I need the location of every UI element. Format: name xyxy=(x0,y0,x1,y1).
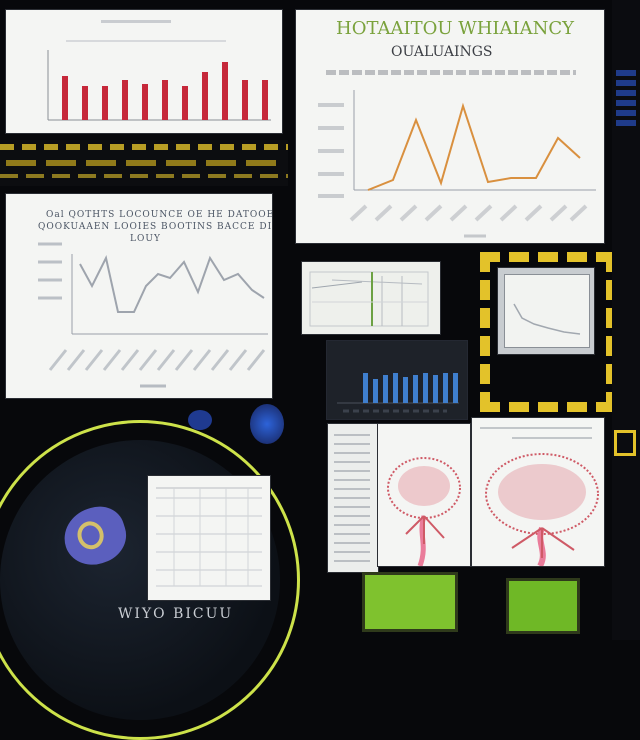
bar xyxy=(363,373,368,403)
right-edge-strip xyxy=(612,0,640,640)
x-tick-label xyxy=(549,204,568,222)
bottom-caption: WIYO BICUU xyxy=(118,606,234,622)
bar xyxy=(122,80,128,120)
table-grid xyxy=(156,487,262,587)
x-tick-label xyxy=(210,349,230,371)
coral-tree-illustration-large xyxy=(480,427,599,566)
bar xyxy=(262,80,268,120)
bar xyxy=(373,379,378,403)
x-tick-label xyxy=(138,349,158,371)
x-tick-label xyxy=(349,204,368,222)
x-tick-label xyxy=(156,349,176,371)
x-tick-label xyxy=(246,349,266,371)
y-tick-labels xyxy=(38,242,62,300)
x-tick-label xyxy=(192,349,212,371)
bar-group xyxy=(62,62,268,120)
x-tick-label xyxy=(66,349,86,371)
orange-series-line xyxy=(367,102,581,191)
coral-tree-illustration xyxy=(387,457,461,566)
yellow-framed-module xyxy=(480,252,616,412)
mini-line-chart xyxy=(513,303,581,335)
chart-title-line-1: Oal QOTHTS LOCOUNCE OE HE DATOOE xyxy=(46,210,272,220)
bar xyxy=(423,373,428,403)
chart-title-line-3: LOUY xyxy=(130,234,161,244)
gray-line-chart xyxy=(38,242,268,388)
bar-group xyxy=(363,373,458,403)
document-card xyxy=(328,424,378,572)
card-header-line xyxy=(101,20,171,23)
bar xyxy=(222,62,228,120)
bar xyxy=(62,76,68,120)
bar xyxy=(453,373,458,403)
chart-title-line-2: QOOKUAAEN LOOIES BOOTINS BACCE DI xyxy=(38,222,272,232)
green-block-left xyxy=(362,572,458,632)
bar xyxy=(142,84,148,120)
chart-title: HOTAAITOU WHIAIANCY xyxy=(336,18,575,39)
x-tick-label xyxy=(524,204,543,222)
bar xyxy=(242,80,248,120)
small-chart-card xyxy=(302,262,440,334)
blue-orb-decoration xyxy=(250,404,284,444)
x-tick-label xyxy=(474,204,493,222)
bar xyxy=(413,375,418,403)
x-tick-label xyxy=(569,204,588,222)
chart-subtitle: OUALUAINGS xyxy=(391,44,493,60)
x-tick-label xyxy=(399,204,418,222)
x-tick-label xyxy=(120,349,140,371)
bar xyxy=(433,375,438,403)
x-tick-label xyxy=(84,349,104,371)
orange-line-chart-card: HOTAAITOU WHIAIANCY OUALUAINGS xyxy=(296,10,604,243)
small-chart xyxy=(309,271,429,327)
orange-line-chart xyxy=(318,90,596,238)
bar xyxy=(162,80,168,120)
coral-tree-card-right xyxy=(472,418,604,566)
yellow-tag-band xyxy=(0,140,288,186)
x-tick-label xyxy=(174,349,194,371)
x-tick-label xyxy=(499,204,518,222)
coral-tree-card-left xyxy=(378,424,470,566)
x-tick-label xyxy=(228,349,248,371)
x-tick-label xyxy=(48,349,68,371)
gray-series-line xyxy=(79,255,265,313)
bar xyxy=(182,86,188,120)
blue-bar-chart-panel xyxy=(326,340,468,420)
chart-subtitle-line xyxy=(326,70,576,75)
blue-orb-decoration-2 xyxy=(188,410,212,430)
x-tick-label xyxy=(102,349,122,371)
blue-bar-chart xyxy=(337,373,459,413)
gray-line-chart-card: Oal QOTHTS LOCOUNCE OE HE DATOOE QOOKUAA… xyxy=(6,194,272,398)
x-tick-label xyxy=(424,204,443,222)
x-tick-label xyxy=(449,204,468,222)
bar xyxy=(82,86,88,120)
bar xyxy=(202,72,208,120)
x-tick-labels xyxy=(48,349,266,371)
bar xyxy=(393,373,398,403)
bar xyxy=(383,375,388,403)
framed-mini-chart xyxy=(498,268,594,354)
table-card xyxy=(148,476,270,600)
green-block-right xyxy=(506,578,580,634)
bar xyxy=(443,373,448,403)
red-bar-chart xyxy=(47,50,271,121)
bar xyxy=(102,86,108,120)
y-tick-labels xyxy=(318,103,344,198)
red-bar-chart-card xyxy=(6,10,282,133)
bar xyxy=(403,377,408,403)
card-subheader-line xyxy=(66,40,226,42)
x-tick-labels xyxy=(349,204,588,222)
x-tick-label xyxy=(374,204,393,222)
